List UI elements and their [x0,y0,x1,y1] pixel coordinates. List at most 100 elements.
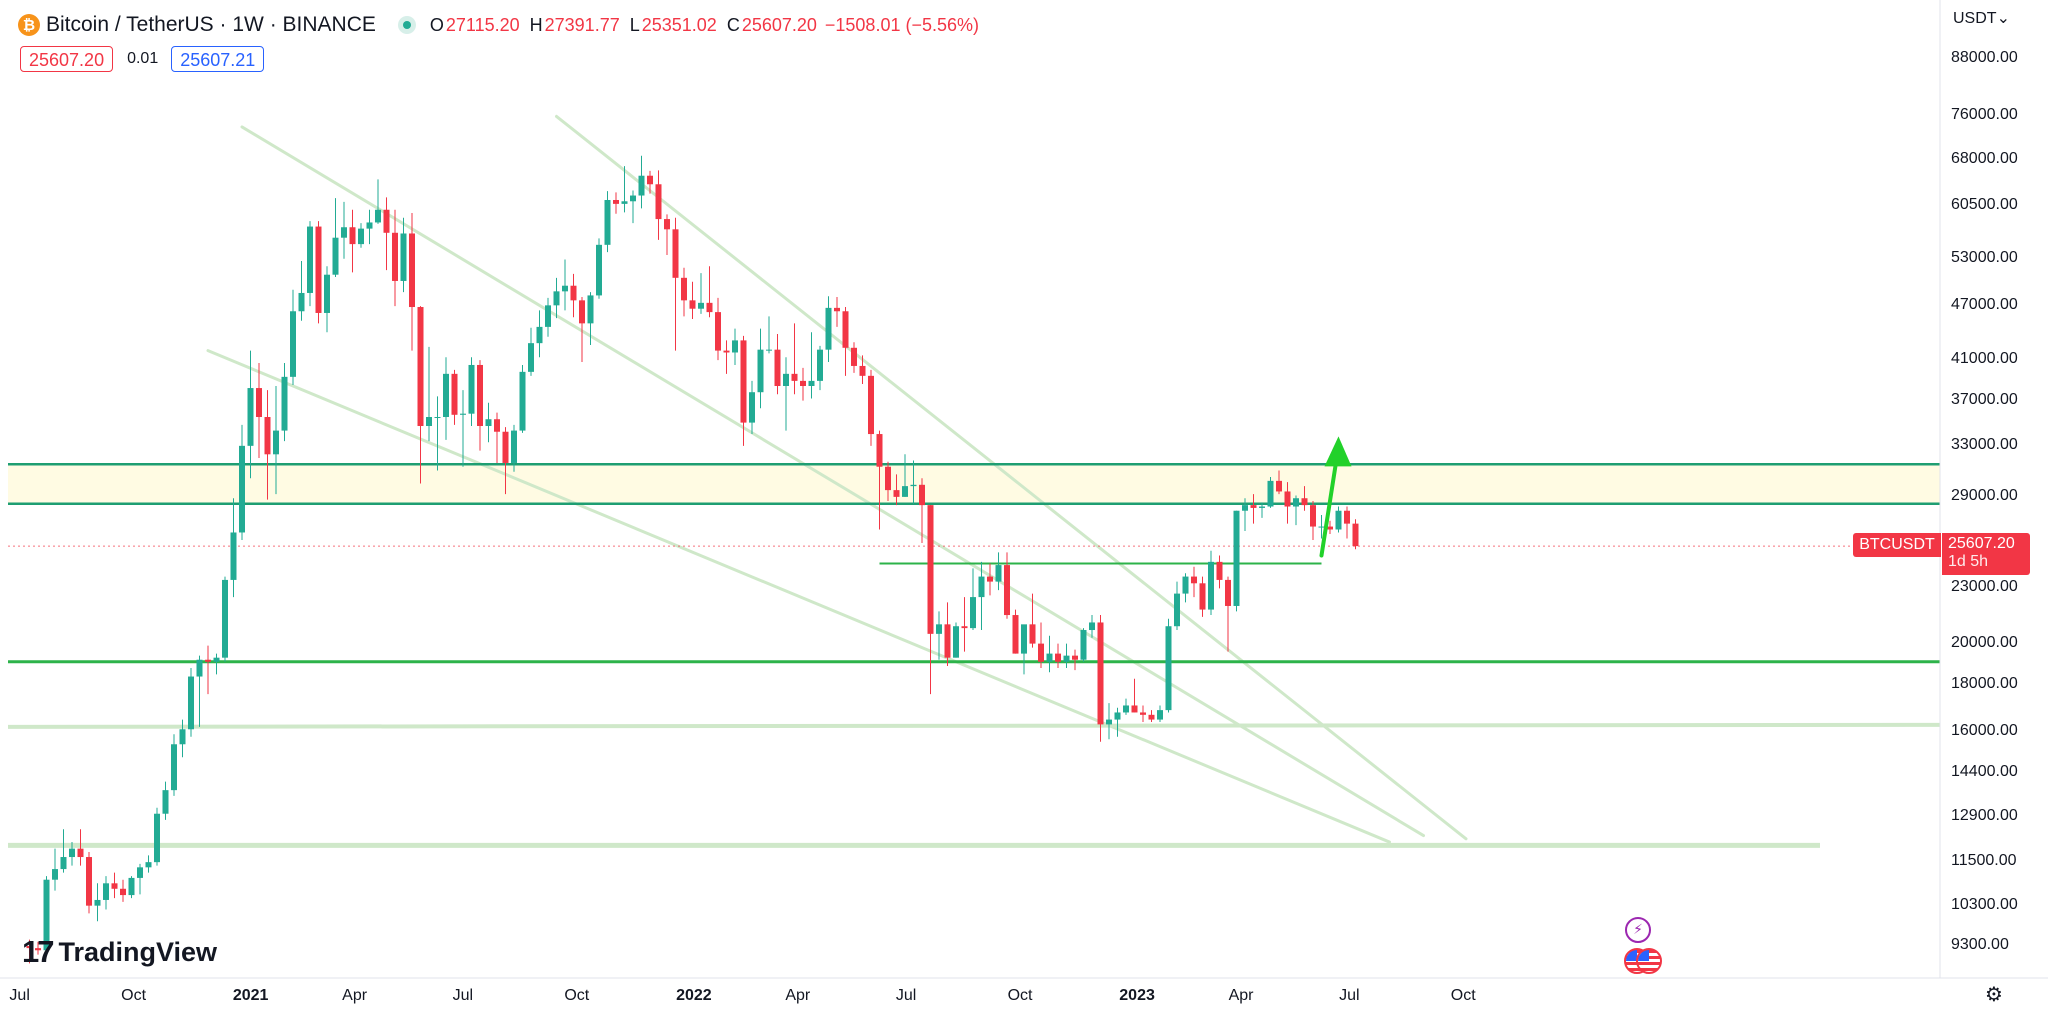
time-tick-label: Jul [9,987,30,1004]
buy-button[interactable]: 25607.21 [171,46,265,72]
candle-up [341,227,347,238]
price-tick-label: 68000.00 [1951,150,2018,168]
time-tick-label: 2023 [1119,987,1155,1004]
candle-up [213,657,220,662]
price-tick-label: 9300.00 [1951,936,2009,953]
price-tick-label: 60500.00 [1951,196,2018,214]
candle-down [664,219,670,230]
candle-down [740,340,747,423]
candle-up [995,565,1002,582]
candle-up [783,373,789,386]
chevron-down-icon: ⌄ [1996,10,2010,27]
candle-up [137,867,143,878]
candle-up [1267,480,1274,507]
candle-down [613,199,619,204]
candle-down [86,857,92,906]
candle-up [324,274,330,313]
price-tick-label: 10300.00 [1951,895,2018,913]
symbol-legend[interactable]: ₿ Bitcoin / TetherUS · 1W · BINANCE O 27… [18,10,979,40]
candle-down [1352,523,1359,547]
time-tick-label: Oct [564,987,590,1004]
price-tick-label: 23000.00 [1951,578,2018,596]
time-tick-label: Oct [1007,987,1033,1004]
close-label: C [726,14,740,35]
candle-down [647,175,653,185]
candle-down [885,466,891,491]
candle-down [919,484,925,506]
lightning-icon[interactable]: ⚡ [1625,917,1651,943]
candle-up [562,285,568,292]
candle-down [1276,480,1282,492]
candle-up [825,307,832,350]
candle-up [375,209,381,223]
candle-up [1259,506,1265,508]
candle-down [315,226,322,313]
candle-down [205,659,211,662]
candle-down [77,848,84,858]
candle-down [1199,583,1206,610]
candle-up [128,877,135,896]
candle-down [1038,643,1044,662]
tradingview-mark-icon: 17 [22,934,55,969]
candle-up [902,486,908,497]
low-value: 25351.02 [641,14,717,35]
candle-up [545,305,551,327]
candle-up [290,311,296,377]
currency-selector[interactable]: USDT⌄ [1953,8,2010,28]
spread-value: 0.01 [127,50,159,67]
us-flag-icon[interactable] [1624,948,1662,976]
candle-up [596,244,602,296]
candle-up [485,419,492,427]
market-status-icon[interactable] [397,16,416,34]
candle-up [1208,561,1214,610]
candle-up [936,624,942,634]
candle-up [1080,630,1087,660]
candle-up [103,883,109,900]
symbol-price-label: BTCUSDT [1853,533,1941,557]
price-tick-label: 16000.00 [1951,721,2018,739]
candle-down [655,184,662,220]
candle-up [978,576,985,598]
candle-down [502,431,509,463]
candle-up [179,729,186,745]
settings-icon[interactable]: ⚙ [1985,982,2003,1006]
candle-up [587,295,594,324]
candle-up [808,380,815,386]
candle-up [1165,626,1172,711]
candle-down [494,419,500,432]
candle-down [1191,576,1197,584]
economic-event-flag-icon[interactable] [1636,948,1662,974]
candle-up [749,392,755,423]
candle-up [910,484,917,487]
candle-down [851,347,857,366]
candle-up [511,430,517,463]
candle-up [1114,712,1121,720]
candle-up [52,869,58,880]
time-tick-label: 2022 [676,987,712,1004]
price-tick-label: 88000.00 [1951,48,2018,66]
candle-down [1072,655,1078,660]
time-tick-label: Apr [342,987,368,1004]
candle-up [247,388,254,446]
candle-down [264,417,271,455]
candle-down [1301,498,1308,506]
tradingview-logo[interactable]: 17 TradingView [22,934,217,970]
candle-up [94,899,101,906]
candle-down [579,300,585,324]
candle-up [239,445,245,533]
time-tick-label: Jul [1339,987,1360,1004]
price-tick-label: 47000.00 [1951,296,2018,314]
sell-button[interactable]: 25607.20 [20,46,114,72]
candle-down [1004,565,1010,616]
candle-up [1046,653,1053,662]
candle-up [400,233,407,281]
candle-up [528,343,534,372]
candle-up [1174,593,1180,627]
candle-up [154,813,160,863]
candle-down [672,229,679,278]
candle-up [553,291,560,306]
symbol-title[interactable]: Bitcoin / TetherUS · 1W · BINANCE [46,13,376,36]
candle-down [1055,653,1061,662]
candle-down [477,364,483,427]
